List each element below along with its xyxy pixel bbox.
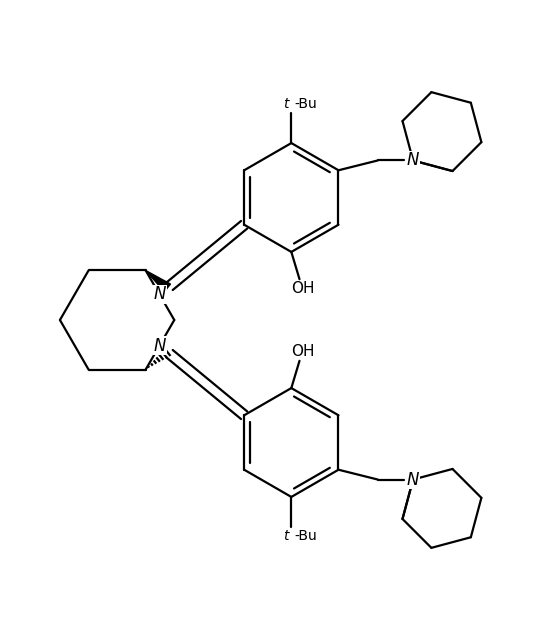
Text: OH: OH xyxy=(292,282,315,296)
Text: -Bu: -Bu xyxy=(294,97,317,111)
Text: N: N xyxy=(153,285,166,303)
Polygon shape xyxy=(146,271,170,292)
Text: t: t xyxy=(283,529,289,543)
Text: -Bu: -Bu xyxy=(294,529,317,543)
Text: N: N xyxy=(407,470,419,488)
Text: N: N xyxy=(407,152,419,170)
Text: N: N xyxy=(153,337,166,355)
Text: OH: OH xyxy=(292,344,315,358)
Text: t: t xyxy=(283,97,289,111)
